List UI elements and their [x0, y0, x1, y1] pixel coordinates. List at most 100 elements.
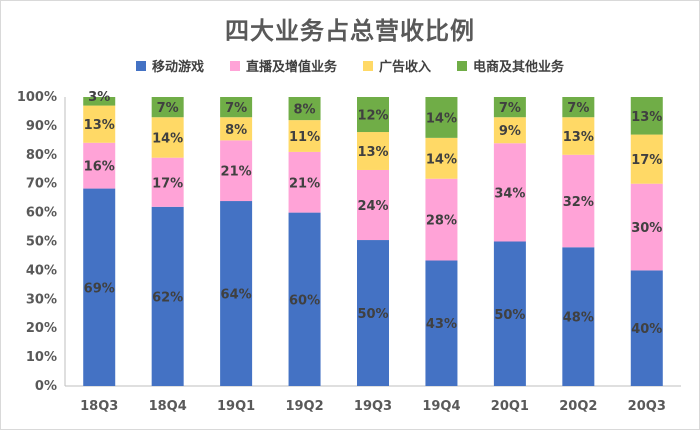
data-label: 11%: [289, 130, 320, 145]
data-label: 14%: [152, 131, 183, 146]
bar-segment: [357, 240, 389, 386]
data-label: 13%: [84, 118, 115, 133]
data-label: 13%: [563, 130, 594, 145]
data-label: 24%: [357, 199, 388, 214]
data-label: 14%: [426, 111, 457, 126]
bar-segment: [83, 105, 116, 143]
bar-segment: [493, 241, 526, 386]
legend-swatch: [363, 60, 373, 71]
bar-segment: [493, 117, 526, 144]
y-tick-label: 70%: [26, 177, 57, 192]
data-label: 48%: [563, 311, 594, 326]
data-label: 34%: [494, 186, 525, 201]
y-tick-label: 20%: [26, 321, 57, 336]
data-label: 7%: [225, 101, 247, 116]
data-label: 12%: [357, 109, 388, 124]
data-label: 14%: [426, 152, 457, 167]
bar-segment: [425, 137, 458, 179]
data-label: 28%: [426, 214, 457, 229]
bar-segment: [630, 97, 663, 135]
data-label: 50%: [494, 308, 525, 323]
x-tick-label: 20Q3: [628, 399, 666, 414]
x-tick-label: 20Q2: [559, 399, 597, 414]
y-tick-label: 80%: [26, 148, 57, 163]
bar-segment: [288, 212, 321, 386]
bar-segment: [220, 140, 253, 202]
data-label: 32%: [563, 195, 594, 210]
y-tick-label: 40%: [26, 263, 57, 278]
legend-item-1: 直播及增值业务: [229, 56, 337, 75]
bar-segment: [562, 117, 595, 155]
bar-segment: [562, 154, 595, 248]
y-tick-label: 90%: [26, 119, 57, 134]
data-label: 21%: [221, 165, 252, 180]
bar-segment: [493, 143, 526, 242]
legend-label: 移动游戏: [151, 60, 204, 75]
data-label: 16%: [84, 160, 115, 175]
data-label: 69%: [84, 281, 115, 296]
data-label: 62%: [152, 290, 183, 305]
x-tick-label: 19Q4: [422, 399, 460, 414]
bar-segment: [288, 151, 321, 213]
x-tick-label: 19Q1: [217, 399, 255, 414]
bar-segment: [425, 97, 458, 138]
x-tick-label: 20Q1: [491, 399, 529, 414]
data-label: 8%: [225, 123, 247, 138]
data-label: 43%: [426, 317, 457, 332]
data-label: 17%: [152, 176, 183, 191]
legend-item-3: 电商及其他业务: [457, 56, 564, 75]
legend-swatch: [229, 60, 240, 71]
data-label: 3%: [88, 90, 110, 105]
legend-item-0: 移动游戏: [135, 56, 204, 75]
chart-legend: 移动游戏 直播及增值业务 广告收入 电商及其他业务: [1, 56, 699, 75]
bar-segment: [493, 97, 526, 118]
data-label: 60%: [289, 293, 320, 308]
bar-segment: [288, 120, 321, 152]
chart-title: 四大业务占总营收比例: [225, 17, 475, 45]
legend-item-2: 广告收入: [363, 56, 431, 75]
bar-segment: [357, 169, 389, 241]
data-label: 13%: [357, 145, 388, 160]
y-tick-label: 0%: [35, 379, 57, 394]
legend-swatch: [135, 60, 146, 71]
bar-segment: [630, 270, 663, 386]
bar-segment: [562, 97, 595, 118]
bar-segment: [357, 132, 389, 170]
bar-segment: [83, 142, 116, 189]
x-tick-label: 19Q3: [354, 399, 392, 414]
data-label: 21%: [289, 176, 320, 191]
x-tick-label: 19Q2: [285, 399, 323, 414]
data-label: 7%: [567, 101, 589, 116]
bar-segment: [220, 201, 253, 386]
y-tick-label: 60%: [26, 206, 57, 221]
y-tick-label: 50%: [26, 235, 57, 250]
bar-segment: [220, 117, 253, 141]
x-tick-label: 18Q4: [149, 399, 187, 414]
data-label: 13%: [631, 110, 662, 125]
bar-segment: [562, 247, 595, 386]
data-label: 64%: [221, 288, 252, 303]
data-label: 17%: [631, 153, 662, 168]
y-tick-label: 100%: [17, 90, 57, 105]
data-label: 7%: [499, 101, 521, 116]
bar-segment: [151, 117, 184, 158]
data-label: 8%: [294, 103, 316, 118]
data-label: 7%: [157, 101, 179, 116]
bar-segment: [288, 97, 321, 121]
data-label: 9%: [499, 124, 521, 139]
x-tick-label: 18Q3: [80, 399, 118, 414]
y-tick-label: 30%: [26, 292, 57, 307]
data-label: 30%: [631, 221, 662, 236]
bar-segment: [357, 97, 389, 133]
data-label: 50%: [357, 307, 388, 322]
legend-label: 直播及增值业务: [245, 60, 337, 75]
bar-segment: [151, 206, 184, 386]
bar-segment: [151, 157, 184, 207]
bar-segment: [425, 178, 458, 261]
bar-segment: [630, 134, 663, 184]
bar-segment: [425, 260, 458, 386]
legend-swatch: [457, 60, 468, 71]
bar-segment: [220, 97, 253, 118]
